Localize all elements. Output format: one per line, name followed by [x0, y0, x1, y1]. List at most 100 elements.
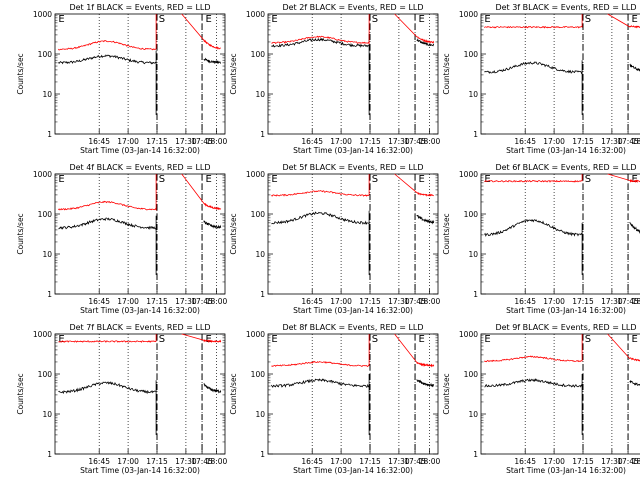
time-marker-label: S: [372, 334, 378, 345]
x-tick-label: 17:15: [572, 297, 594, 306]
time-marker-label: E: [58, 174, 64, 185]
y-tick-label: 1000: [246, 10, 265, 19]
y-tick-label: 100: [38, 50, 53, 59]
lld-series-line: [271, 333, 435, 368]
time-marker-label: E: [205, 334, 211, 345]
events-series-line: [58, 50, 222, 115]
y-axis-label: Counts/sec: [442, 373, 451, 414]
y-axis-label: Counts/sec: [229, 373, 238, 414]
events-series-line: [58, 215, 222, 275]
x-tick-label: 18:00: [632, 457, 640, 466]
y-tick-label: 100: [251, 50, 266, 59]
y-tick-label: 100: [251, 370, 266, 379]
time-marker-label: E: [631, 334, 637, 345]
plot-frame: [267, 13, 439, 135]
lld-series-line: [58, 173, 222, 212]
x-tick-label: 17:00: [117, 137, 139, 146]
y-tick-label: 10: [255, 410, 265, 419]
plot-frame: [267, 333, 439, 455]
x-tick-label: 18:00: [419, 457, 441, 466]
lld-series-line: [271, 13, 435, 45]
lld-series-line: [484, 333, 640, 363]
x-tick-label: 17:45: [404, 457, 426, 466]
y-tick-label: 10: [468, 410, 478, 419]
time-marker-label: E: [484, 174, 490, 185]
plot-frame: [480, 13, 640, 135]
y-tick-label: 1000: [33, 10, 52, 19]
x-tick-label: 17:15: [146, 297, 168, 306]
time-marker-label: E: [58, 14, 64, 25]
x-tick-label: 16:45: [301, 137, 323, 146]
x-axis-label: Start Time (03-Jan-14 16:32:00): [506, 146, 626, 155]
events-series-line: [484, 219, 640, 275]
x-axis-label: Start Time (03-Jan-14 16:32:00): [293, 466, 413, 475]
x-tick-label: 17:15: [359, 297, 381, 306]
x-tick-label: 18:00: [206, 137, 228, 146]
y-axis-label: Counts/sec: [229, 53, 238, 94]
time-marker-label: E: [271, 174, 277, 185]
x-tick-label: 17:30: [175, 457, 197, 466]
chart-title: Det 9f BLACK = Events, RED = LLD: [495, 323, 636, 332]
x-tick-label: 16:45: [88, 457, 110, 466]
y-axis-label: Counts/sec: [16, 53, 25, 94]
y-axis-label: Counts/sec: [442, 53, 451, 94]
y-tick-label: 1: [260, 290, 265, 299]
y-tick-label: 1000: [246, 170, 265, 179]
x-tick-label: 17:30: [388, 297, 410, 306]
y-tick-label: 1000: [459, 10, 478, 19]
x-tick-label: 16:45: [514, 137, 536, 146]
time-marker-label: E: [271, 334, 277, 345]
y-tick-label: 1000: [33, 170, 52, 179]
x-tick-label: 17:00: [330, 137, 352, 146]
detector-panel: Det 9f BLACK = Events, RED = LLD 1 10 100 10…: [442, 323, 640, 475]
detector-panel: Det 5f BLACK = Events, RED = LLD 1 10 100 10…: [229, 163, 441, 315]
plot-frame: [54, 13, 226, 135]
y-tick-label: 100: [251, 210, 266, 219]
x-tick-label: 18:00: [419, 297, 441, 306]
x-tick-label: 17:00: [543, 297, 565, 306]
y-tick-label: 1: [47, 450, 52, 459]
x-tick-label: 16:45: [514, 457, 536, 466]
time-marker-label: E: [205, 14, 211, 25]
chart-title: Det 8f BLACK = Events, RED = LLD: [282, 323, 423, 332]
x-tick-label: 17:45: [404, 297, 426, 306]
plot-frame: [267, 173, 439, 295]
y-axis-label: Counts/sec: [16, 213, 25, 254]
time-marker-label: E: [418, 14, 424, 25]
y-tick-label: 10: [468, 90, 478, 99]
y-tick-label: 100: [464, 50, 479, 59]
y-tick-label: 10: [42, 90, 52, 99]
y-tick-label: 1000: [459, 170, 478, 179]
x-axis-label: Start Time (03-Jan-14 16:32:00): [80, 306, 200, 315]
y-axis-label: Counts/sec: [229, 213, 238, 254]
x-tick-label: 17:45: [617, 297, 639, 306]
x-axis-label: Start Time (03-Jan-14 16:32:00): [506, 306, 626, 315]
x-axis-label: Start Time (03-Jan-14 16:32:00): [80, 466, 200, 475]
y-tick-label: 1: [473, 290, 478, 299]
x-tick-label: 17:15: [146, 137, 168, 146]
plot-frame: [480, 173, 640, 295]
y-axis-label: Counts/sec: [442, 213, 451, 254]
time-marker-label: S: [372, 14, 378, 25]
time-marker-label: E: [205, 174, 211, 185]
chart-title: Det 2f BLACK = Events, RED = LLD: [282, 3, 423, 12]
time-marker-label: S: [159, 14, 165, 25]
time-marker-label: E: [58, 334, 64, 345]
chart-title: Det 7f BLACK = Events, RED = LLD: [69, 323, 210, 332]
time-marker-label: E: [484, 334, 490, 345]
lld-series-line: [271, 173, 435, 197]
x-tick-label: 17:15: [146, 457, 168, 466]
events-series-line: [271, 33, 435, 115]
x-tick-label: 17:45: [191, 297, 213, 306]
x-tick-label: 17:30: [388, 137, 410, 146]
y-tick-label: 1000: [459, 330, 478, 339]
time-marker-label: E: [271, 14, 277, 25]
x-tick-label: 17:15: [572, 137, 594, 146]
x-tick-label: 17:00: [330, 457, 352, 466]
time-marker-label: S: [159, 174, 165, 185]
y-tick-label: 100: [38, 210, 53, 219]
x-tick-label: 16:45: [514, 297, 536, 306]
y-tick-label: 100: [464, 370, 479, 379]
y-tick-label: 100: [464, 210, 479, 219]
